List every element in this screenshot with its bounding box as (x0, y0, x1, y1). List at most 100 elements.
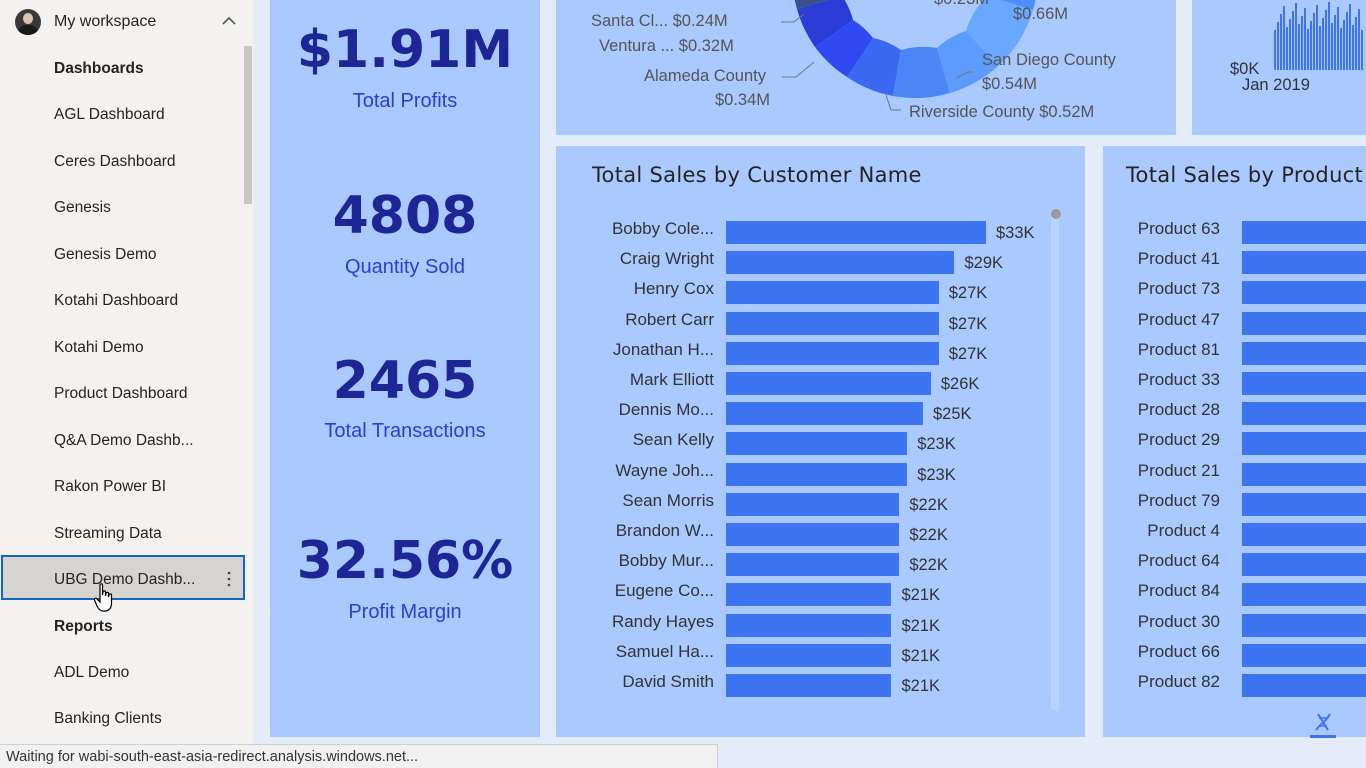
customer-sales-value-label: $26K (940, 375, 980, 393)
customer-sales-bar[interactable] (726, 674, 892, 697)
sidebar-item-kotahi-dashboard[interactable]: Kotahi Dashboard (54, 292, 179, 309)
kpi-value-total-profits: $1.91M (296, 20, 514, 80)
product-sales-bar[interactable] (1242, 341, 1366, 365)
customer-sales-bar[interactable] (726, 251, 955, 275)
donut-slice (937, 31, 998, 93)
product-sales-bar[interactable] (1242, 402, 1366, 426)
timeline-bar (1289, 19, 1291, 70)
sidebar-item-genesis[interactable]: Genesis (54, 199, 111, 216)
timeline-bar (1298, 24, 1300, 70)
timeline-bar (1334, 15, 1336, 70)
avatar (15, 9, 41, 35)
customer-sales-bar[interactable] (726, 402, 923, 426)
customer-name-label: Robert Carr (625, 309, 714, 329)
product-sales-bar[interactable] (1242, 462, 1366, 486)
customer-name-label: Craig Wright (619, 249, 714, 269)
customer-sales-bar[interactable] (726, 613, 892, 637)
sidebar-item-ubg-demo-dashboard[interactable]: UBG Demo Dashb... (54, 571, 196, 588)
workspace-header[interactable]: My workspace (0, 0, 253, 44)
sidebar-item-kotahi-demo[interactable]: Kotahi Demo (54, 339, 144, 356)
customer-name-label: Bobby Cole... (611, 219, 714, 238)
sidebar-item-selected-highlight[interactable] (1, 555, 245, 600)
sidebar-item-banking-clients[interactable]: Banking Clients (54, 710, 162, 727)
customer-sales-bar[interactable] (726, 341, 939, 365)
product-sales-bar[interactable] (1242, 553, 1366, 577)
product-sales-bar[interactable] (1242, 432, 1366, 456)
product-name-label: Product 73 (1137, 279, 1220, 299)
sidebar-item-genesis-demo[interactable]: Genesis Demo (54, 246, 157, 263)
customer-chart-scrollbar[interactable] (1051, 212, 1059, 710)
customer-sales-bar[interactable] (726, 523, 900, 546)
timeline-y-axis-label: $0K (1230, 60, 1260, 78)
kpi-value-quantity-sold: 4808 (332, 186, 478, 246)
donut-label-san-diego-name: San Diego County (982, 51, 1116, 69)
donut-slice (815, 20, 873, 77)
timeline-bar (1349, 4, 1351, 70)
status-bar-text: Waiting for wabi-south-east-asia-redirec… (6, 749, 419, 765)
timeline-bars (1274, 2, 1363, 70)
product-sales-bar[interactable] (1242, 613, 1366, 637)
sidebar-item-rakon-power-bi[interactable]: Rakon Power BI (54, 478, 166, 495)
customer-sales-value-label: $21K (901, 616, 940, 635)
customer-chart-scroll-thumb[interactable] (1051, 209, 1061, 219)
customer-sales-bar[interactable] (726, 311, 939, 335)
product-sales-bar[interactable] (1242, 221, 1366, 244)
customer-name-label: Henry Cox (633, 279, 714, 299)
kpi-tile[interactable]: $1.91M Total Profits 4808 Quantity Sold … (270, 0, 540, 737)
kpi-label-profit-margin: Profit Margin (348, 601, 462, 623)
customer-sales-bar[interactable] (726, 553, 900, 577)
more-options-icon[interactable] (226, 571, 232, 587)
customer-name-label: Wayne Joh... (615, 460, 714, 480)
customer-sales-value-label: $21K (901, 646, 940, 665)
customer-sales-bar[interactable] (726, 583, 892, 607)
customer-sales-bar[interactable] (726, 281, 939, 305)
product-name-label: Product 33 (1137, 370, 1220, 389)
product-sales-bar[interactable] (1242, 281, 1366, 305)
timeline-bar (1358, 9, 1360, 70)
donut-label-san-diego-value: $0.54M (982, 75, 1038, 93)
sidebar-item-streaming-data[interactable]: Streaming Data (54, 525, 162, 542)
timeline-bar (1352, 25, 1354, 70)
sales-by-product-tile[interactable]: Total Sales by Product Product 63 Product… (1103, 146, 1366, 737)
customer-sales-bar[interactable] (726, 643, 892, 667)
timeline-bar (1361, 30, 1363, 70)
timeline-x-axis-label: Jan 2019 (1242, 76, 1310, 94)
product-sales-bar[interactable] (1242, 311, 1366, 335)
donut-chart (781, 0, 1036, 111)
donut-slice (1000, 0, 1036, 10)
chevron-up-icon[interactable] (221, 13, 237, 29)
customer-sales-bar[interactable] (726, 372, 931, 395)
donut-slice (794, 0, 829, 9)
timeline-chart-tile[interactable]: $0K Jan 2019 (1192, 0, 1366, 135)
product-name-label: Product 30 (1137, 611, 1220, 631)
product-sales-bar[interactable] (1242, 372, 1366, 395)
product-sales-bar[interactable] (1242, 251, 1366, 275)
sales-by-customer-tile[interactable]: Total Sales by Customer Name Bobby Cole.… (556, 146, 1085, 737)
product-sales-bar[interactable] (1242, 523, 1366, 546)
sidebar-item-product-dashboard[interactable]: Product Dashboard (54, 385, 188, 402)
product-sales-bar[interactable] (1242, 674, 1366, 697)
product-sales-bar[interactable] (1242, 643, 1366, 667)
sidebar-item-agl-dashboard[interactable]: AGL Dashboard (54, 106, 165, 123)
sidebar-item-ceres-dashboard[interactable]: Ceres Dashboard (54, 153, 176, 170)
product-name-label: Product 63 (1137, 219, 1220, 238)
hand-cursor-icon (93, 583, 113, 612)
customer-sales-bar[interactable] (726, 221, 986, 244)
product-sales-bar[interactable] (1242, 492, 1366, 516)
customer-sales-bar[interactable] (726, 432, 908, 456)
customer-sales-value-label: $27K (948, 284, 988, 303)
product-name-label: Product 28 (1137, 400, 1220, 420)
customer-sales-bar[interactable] (726, 492, 900, 516)
donut-chart-tile[interactable]: $0.23M Santa Cl... $0.24M Ventura ... $0… (556, 0, 1176, 135)
timeline-bar (1304, 8, 1306, 70)
donut-slice (893, 46, 950, 99)
product-sales-bar[interactable] (1242, 583, 1366, 607)
sidebar-item-adl-demo[interactable]: ADL Demo (54, 664, 130, 681)
customer-sales-value-label: $27K (948, 344, 988, 363)
timeline-bar (1319, 26, 1321, 70)
sidebar-scrollbar[interactable] (244, 46, 252, 204)
sidebar-item-qa-demo-dashboard[interactable]: Q&A Demo Dashb... (54, 432, 194, 449)
customer-sales-bar[interactable] (726, 462, 908, 486)
customer-sales-value-label: $22K (909, 556, 948, 575)
customer-name-label: Jonathan H... (612, 339, 714, 359)
